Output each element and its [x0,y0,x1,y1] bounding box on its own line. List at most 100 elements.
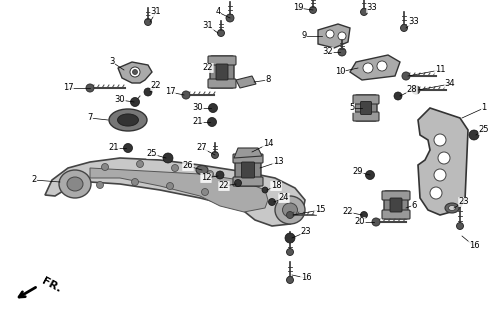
FancyBboxPatch shape [382,210,410,219]
Text: 18: 18 [271,181,282,190]
Text: 28: 28 [407,85,417,94]
Circle shape [217,29,224,36]
Ellipse shape [449,205,456,211]
Circle shape [208,117,216,126]
Ellipse shape [445,203,459,213]
Polygon shape [234,148,262,158]
Circle shape [133,69,138,75]
Ellipse shape [196,165,208,174]
Circle shape [269,198,276,205]
Circle shape [285,233,295,243]
Circle shape [434,169,446,181]
Circle shape [469,130,479,140]
Text: 23: 23 [458,197,469,206]
Circle shape [172,164,178,172]
FancyBboxPatch shape [216,64,228,80]
Text: 27: 27 [197,143,208,153]
Circle shape [124,143,133,153]
FancyBboxPatch shape [208,56,236,65]
Text: 29: 29 [353,167,363,177]
Ellipse shape [67,177,83,191]
FancyBboxPatch shape [210,56,234,88]
Text: 19: 19 [293,4,303,12]
Circle shape [365,171,375,180]
Circle shape [144,88,152,96]
Circle shape [167,182,174,189]
Text: 22: 22 [151,82,161,91]
Text: 34: 34 [445,79,456,89]
Text: 3: 3 [109,58,115,67]
Circle shape [286,276,293,284]
Text: 23: 23 [301,228,311,236]
Text: 15: 15 [315,205,325,214]
FancyBboxPatch shape [235,154,261,186]
Text: 1: 1 [481,103,487,113]
Circle shape [338,48,346,56]
Circle shape [286,212,293,219]
Text: 4: 4 [215,7,221,17]
Circle shape [132,179,139,186]
Text: 8: 8 [265,76,271,84]
FancyBboxPatch shape [353,112,379,121]
FancyBboxPatch shape [242,162,254,178]
Circle shape [131,98,140,107]
Ellipse shape [59,170,91,198]
Circle shape [163,153,173,163]
Circle shape [326,30,334,38]
Polygon shape [45,158,305,226]
Text: 5: 5 [350,103,354,113]
Text: 33: 33 [367,4,377,12]
FancyBboxPatch shape [355,95,377,121]
Text: 25: 25 [479,125,489,134]
FancyBboxPatch shape [233,177,263,186]
Ellipse shape [117,114,139,126]
Polygon shape [418,108,468,215]
Text: 13: 13 [273,157,283,166]
Polygon shape [350,55,400,80]
Polygon shape [118,62,152,83]
Circle shape [86,84,94,92]
Circle shape [457,222,463,229]
Text: 10: 10 [335,68,345,76]
Text: 31: 31 [151,7,161,17]
Circle shape [412,86,420,94]
Circle shape [202,188,209,196]
Text: 12: 12 [201,173,211,182]
Text: 33: 33 [409,18,420,27]
Circle shape [262,187,268,193]
Circle shape [102,164,108,171]
Circle shape [360,9,367,15]
Text: 31: 31 [203,21,213,30]
Text: 25: 25 [147,149,157,158]
FancyBboxPatch shape [233,154,263,163]
Circle shape [310,6,317,13]
Text: 9: 9 [301,31,307,41]
Text: 17: 17 [165,87,176,97]
FancyBboxPatch shape [360,101,372,115]
Text: 22: 22 [203,63,213,73]
Circle shape [207,171,213,178]
Text: 7: 7 [87,114,93,123]
Ellipse shape [275,196,305,224]
Circle shape [394,92,402,100]
Circle shape [182,91,190,99]
Text: 16: 16 [301,274,311,283]
Text: 17: 17 [63,84,73,92]
Circle shape [402,72,410,80]
Circle shape [363,63,373,73]
Text: 2: 2 [32,175,36,185]
FancyBboxPatch shape [208,79,236,88]
Text: 16: 16 [469,242,479,251]
Circle shape [372,218,380,226]
Ellipse shape [282,203,297,217]
Text: 24: 24 [279,194,289,203]
Circle shape [286,249,293,255]
Circle shape [211,151,218,158]
Text: 22: 22 [219,181,229,190]
Text: 11: 11 [435,66,445,75]
Text: 6: 6 [411,201,417,210]
Circle shape [97,181,104,188]
FancyBboxPatch shape [384,191,408,219]
Polygon shape [236,76,256,88]
Circle shape [209,103,217,113]
